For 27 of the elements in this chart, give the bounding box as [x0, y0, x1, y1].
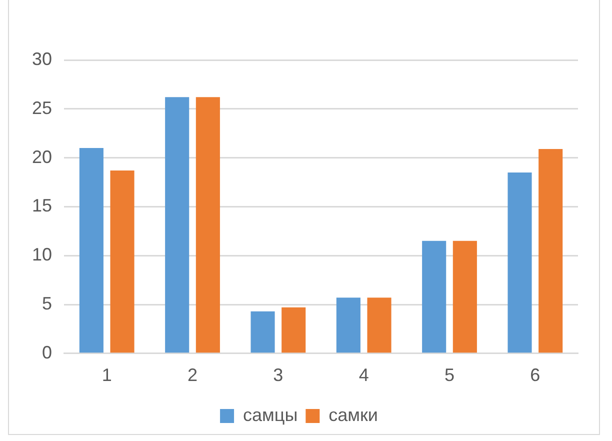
- x-tick-label: 4: [358, 365, 369, 386]
- bar: [282, 307, 306, 353]
- bar: [508, 172, 532, 353]
- bar: [367, 298, 392, 353]
- x-tick-label: 5: [444, 365, 455, 386]
- bar: [196, 97, 220, 353]
- y-tick-label: 10: [32, 244, 52, 265]
- bar: [250, 311, 275, 353]
- y-tick-label: 0: [42, 342, 52, 362]
- y-tick-label: 25: [32, 98, 52, 118]
- bar: [110, 170, 134, 353]
- bar: [79, 148, 104, 353]
- y-tick-label: 30: [32, 48, 52, 69]
- x-tick-label: 1: [102, 365, 112, 386]
- legend-label: самцы: [243, 404, 298, 425]
- bar: [165, 97, 190, 353]
- bar: [538, 149, 563, 353]
- y-tick-label: 15: [32, 196, 52, 216]
- x-tick-label: 6: [530, 365, 540, 386]
- bar: [452, 240, 477, 353]
- x-tick-label: 3: [273, 365, 284, 386]
- legend-label: самки: [328, 404, 378, 425]
- bar: [422, 240, 446, 353]
- bar: [336, 298, 360, 353]
- y-tick-label: 20: [32, 146, 52, 167]
- y-tick-label: 5: [42, 293, 52, 314]
- x-tick-label: 2: [188, 365, 198, 386]
